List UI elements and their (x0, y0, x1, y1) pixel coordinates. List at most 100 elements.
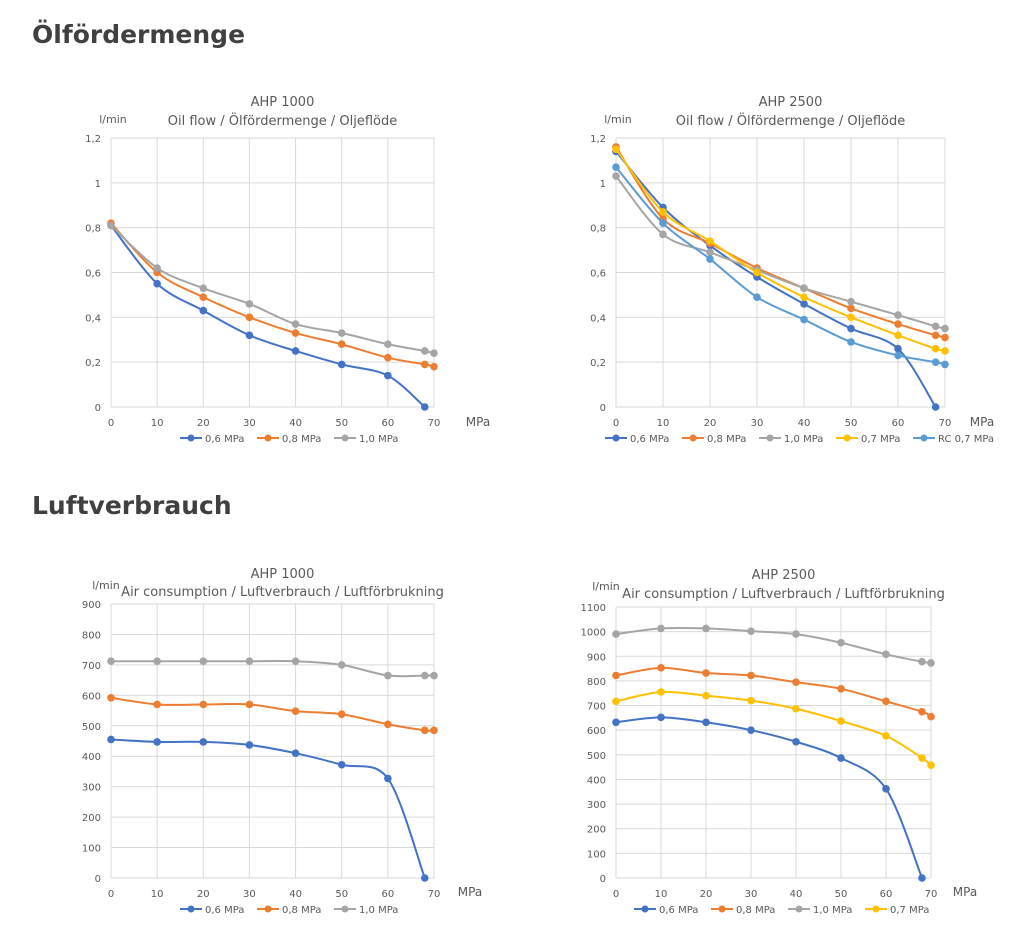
data-point (657, 713, 665, 722)
data-point (931, 358, 940, 366)
x-axis-label: MPa (458, 885, 482, 899)
data-point (612, 671, 620, 680)
legend-swatch-marker (187, 905, 195, 913)
data-point (800, 300, 808, 308)
chart-title: AHP 2500 (752, 568, 816, 583)
data-point (420, 347, 429, 355)
data-point (931, 403, 940, 411)
legend-label: 0,6 MPa (205, 434, 244, 445)
legend-swatch-marker (689, 434, 697, 442)
data-point (659, 208, 667, 216)
series-line-3 (615, 148, 946, 352)
data-point (837, 684, 845, 693)
x-axis-label: MPa (970, 415, 994, 429)
y-tick-label: 600 (82, 691, 101, 702)
section-heading-oil-flow: Ölfördermenge (32, 20, 246, 49)
y-tick-label: 400 (587, 775, 606, 786)
y-tick-label: 0 (95, 403, 101, 414)
data-point (291, 707, 300, 715)
data-point (153, 279, 161, 288)
y-tick-label: 100 (587, 849, 606, 860)
y-tick-label: 800 (587, 677, 606, 688)
y-axis-label: l/min (99, 113, 127, 126)
y-tick-label: 1,2 (590, 134, 606, 145)
data-point (847, 297, 855, 306)
data-point (753, 293, 761, 301)
data-point (153, 700, 161, 709)
data-point (420, 726, 429, 735)
data-point (894, 331, 902, 340)
data-point (107, 221, 115, 230)
data-point (107, 693, 115, 702)
y-tick-label: 1,2 (85, 134, 101, 145)
x-tick-label: 70 (925, 889, 938, 900)
data-point (657, 688, 665, 696)
y-tick-label: 1 (600, 179, 606, 190)
data-point (659, 219, 667, 227)
x-tick-label: 30 (243, 889, 256, 900)
legend-label: 1,0 MPa (359, 905, 398, 916)
y-tick-label: 300 (82, 783, 101, 794)
data-point (337, 661, 346, 669)
chart-subtitle: Air consumption / Luftverbrauch / Luftfö… (121, 585, 444, 600)
data-point (612, 697, 620, 706)
y-tick-label: 1100 (581, 603, 606, 614)
y-tick-label: 0,6 (85, 269, 101, 280)
data-point (199, 700, 208, 709)
data-point (800, 284, 808, 292)
data-point (747, 671, 755, 680)
y-tick-label: 900 (82, 600, 101, 611)
x-tick-label: 10 (151, 418, 164, 429)
data-point (384, 774, 392, 783)
data-point (753, 268, 761, 277)
x-tick-label: 20 (704, 418, 717, 429)
y-tick-label: 1000 (581, 628, 606, 639)
data-point (612, 163, 620, 171)
data-point (199, 293, 208, 301)
data-point (882, 650, 890, 659)
y-tick-label: 200 (82, 813, 101, 824)
legend-label: 0,6 MPa (659, 905, 698, 916)
data-point (894, 320, 902, 328)
data-point (430, 726, 438, 735)
data-point (837, 638, 845, 647)
data-point (847, 338, 855, 346)
data-point (291, 320, 300, 328)
data-point (430, 671, 438, 680)
data-point (199, 657, 208, 666)
chart-0: AHP 1000 Oil flow / Ölfördermenge / Oljef… (85, 95, 490, 445)
x-tick-label: 40 (289, 418, 302, 429)
series-line-0 (615, 150, 937, 408)
y-tick-label: 0,4 (85, 313, 101, 324)
data-point (894, 311, 902, 319)
legend-swatch-marker (264, 905, 272, 913)
x-tick-label: 60 (880, 889, 893, 900)
chart-title: AHP 2500 (759, 95, 823, 110)
y-tick-label: 0 (600, 403, 606, 414)
data-point (927, 659, 935, 667)
y-tick-label: 0,6 (590, 269, 606, 280)
data-point (337, 329, 346, 337)
data-point (882, 785, 890, 793)
series-line-0 (110, 224, 426, 408)
x-tick-label: 0 (108, 418, 114, 429)
x-tick-label: 20 (197, 889, 210, 900)
data-point (153, 264, 161, 272)
y-tick-label: 800 (82, 630, 101, 641)
data-point (837, 754, 845, 762)
data-point (927, 761, 935, 769)
data-point (918, 754, 926, 762)
series-line-2 (615, 626, 932, 664)
data-point (894, 344, 902, 353)
data-point (384, 353, 392, 362)
data-point (384, 720, 392, 729)
data-point (792, 630, 800, 638)
legend-label: 1,0 MPa (784, 434, 823, 445)
x-tick-label: 70 (939, 418, 952, 429)
data-point (384, 371, 392, 380)
data-point (706, 255, 714, 263)
x-tick-label: 0 (613, 889, 619, 900)
data-point (245, 313, 254, 322)
y-tick-label: 0,2 (590, 358, 606, 369)
legend-label: 0,8 MPa (282, 905, 321, 916)
